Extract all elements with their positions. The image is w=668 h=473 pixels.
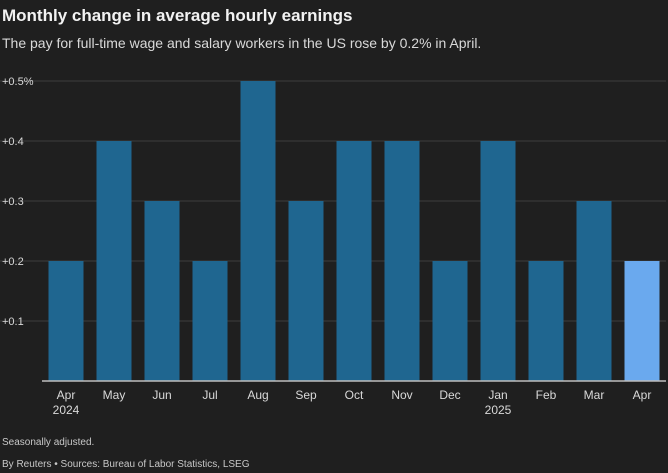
y-tick-label: +0.1	[2, 316, 24, 328]
bar-11	[576, 201, 612, 381]
bar-4	[240, 81, 276, 381]
x-tick-label: Apr	[57, 388, 76, 402]
bar-5	[288, 201, 324, 381]
x-tick-label: Jun	[152, 388, 171, 402]
x-tick-year-label: 2024	[53, 403, 80, 417]
bar-10	[528, 261, 564, 381]
chart-subtitle: The pay for full-time wage and salary wo…	[2, 35, 482, 51]
bar-12	[624, 261, 660, 381]
x-tick-label: Aug	[247, 388, 268, 402]
x-tick-label: Jan	[488, 388, 507, 402]
y-tick-label: +0.2	[2, 256, 24, 268]
bar-2	[144, 201, 180, 381]
footnote: Seasonally adjusted.	[2, 437, 95, 448]
x-tick-label: May	[103, 388, 126, 402]
bar-8	[432, 261, 468, 381]
x-tick-year-label: 2025	[485, 403, 512, 417]
bar-3	[192, 261, 228, 381]
bar-9	[480, 141, 516, 381]
x-tick-label: Jul	[202, 388, 217, 402]
y-tick-label: +0.5%	[2, 76, 34, 88]
bars	[48, 81, 660, 381]
x-tick-label: Mar	[584, 388, 605, 402]
y-tick-label: +0.4	[2, 136, 24, 148]
y-axis-ticks: +0.1 +0.2 +0.3 +0.4 +0.5%	[2, 76, 34, 328]
bar-7	[384, 141, 420, 381]
y-tick-label: +0.3	[2, 196, 24, 208]
bar-1	[96, 141, 132, 381]
x-tick-label: Sep	[295, 388, 317, 402]
source-credit: By Reuters • Sources: Bureau of Labor St…	[2, 459, 250, 470]
bar-0	[48, 261, 84, 381]
x-tick-label: Apr	[633, 388, 652, 402]
chart-title: Monthly change in average hourly earning…	[2, 6, 353, 25]
bar-6	[336, 141, 372, 381]
x-tick-label: Dec	[439, 388, 460, 402]
x-tick-label: Nov	[391, 388, 412, 402]
x-tick-label: Oct	[345, 388, 364, 402]
x-tick-label: Feb	[536, 388, 557, 402]
